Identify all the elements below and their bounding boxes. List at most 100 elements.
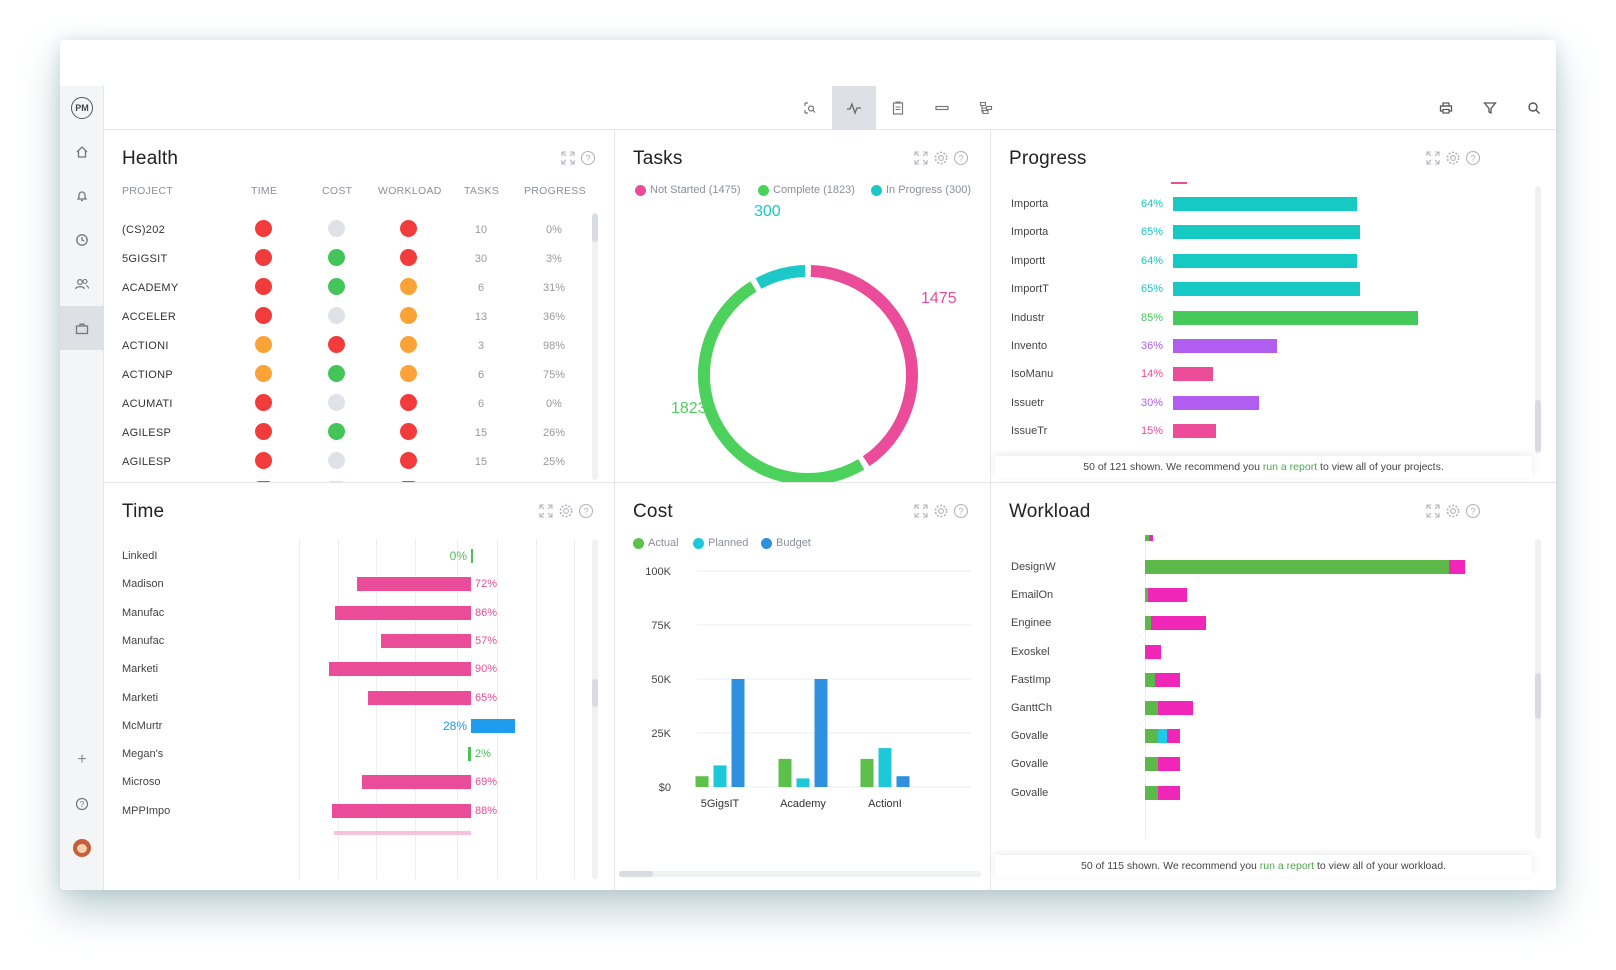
- cost-bar-planned[interactable]: [796, 778, 810, 787]
- cost-status-dot[interactable]: [328, 249, 345, 266]
- workload-bar-green[interactable]: [1145, 729, 1158, 744]
- table-row[interactable]: ACADEMY 6 31%: [104, 278, 584, 302]
- workload-status-dot[interactable]: [400, 220, 417, 237]
- workload-scroll-thumb[interactable]: [1535, 673, 1541, 719]
- gear-icon[interactable]: [1445, 150, 1461, 166]
- progress-row[interactable]: Issuetr 30%: [991, 395, 1531, 411]
- cost-legend-budget[interactable]: Budget: [761, 537, 811, 549]
- workload-bar-pink[interactable]: [1154, 672, 1181, 687]
- workload-status-dot[interactable]: [400, 394, 417, 411]
- cost-status-dot[interactable]: [328, 336, 345, 353]
- workload-bar-green[interactable]: [1145, 588, 1149, 603]
- table-row[interactable]: ACTIONI 3 98%: [104, 336, 584, 360]
- time-status-dot[interactable]: [255, 278, 272, 295]
- expand-icon[interactable]: [1425, 503, 1441, 519]
- cost-h-scrollbar[interactable]: [619, 871, 981, 877]
- logo[interactable]: PM: [60, 86, 104, 130]
- time-scrollbar[interactable]: [592, 539, 598, 879]
- workload-bar-pink[interactable]: [1157, 757, 1181, 772]
- time-row[interactable]: Manufac 57%: [104, 633, 584, 649]
- workload-bar-cyan[interactable]: [1157, 729, 1168, 744]
- progress-row[interactable]: Importt 64%: [991, 253, 1531, 269]
- bell-icon[interactable]: [60, 174, 104, 218]
- workload-bar-green[interactable]: [1145, 785, 1158, 800]
- clock-icon[interactable]: [60, 218, 104, 262]
- gear-icon[interactable]: [558, 503, 574, 519]
- time-status-dot[interactable]: [255, 249, 272, 266]
- expand-icon[interactable]: [913, 150, 929, 166]
- time-row[interactable]: MPPImpo 88%: [104, 803, 584, 819]
- time-status-dot[interactable]: [255, 220, 272, 237]
- table-row[interactable]: AGILESP 15 25%: [104, 452, 584, 476]
- expand-icon[interactable]: [913, 503, 929, 519]
- progress-row[interactable]: IssueTr 15%: [991, 423, 1531, 439]
- cost-status-dot[interactable]: [328, 394, 345, 411]
- cost-status-dot[interactable]: [328, 220, 345, 237]
- workload-bar-green[interactable]: [1145, 560, 1449, 574]
- workload-status-dot[interactable]: [400, 249, 417, 266]
- cost-bar-budget[interactable]: [731, 679, 745, 787]
- user-avatar[interactable]: [60, 826, 104, 870]
- time-scroll-thumb[interactable]: [592, 679, 598, 707]
- time-status-dot[interactable]: [255, 307, 272, 324]
- donut-in-progress[interactable]: [755, 265, 806, 289]
- workload-status-dot[interactable]: [400, 365, 417, 382]
- progress-row[interactable]: Invento 36%: [991, 338, 1531, 354]
- print-icon[interactable]: [1424, 86, 1468, 130]
- gear-icon[interactable]: [1445, 503, 1461, 519]
- time-bar[interactable]: [471, 718, 516, 733]
- expand-icon[interactable]: [538, 503, 554, 519]
- workload-bar-green[interactable]: [1145, 701, 1158, 715]
- workload-bar-pink[interactable]: [1449, 560, 1465, 574]
- time-bar[interactable]: [332, 803, 471, 818]
- cost-bar-actual[interactable]: [778, 758, 792, 787]
- expand-icon[interactable]: [1425, 150, 1441, 166]
- zoom-search-icon[interactable]: [788, 86, 832, 130]
- gear-icon[interactable]: [933, 503, 949, 519]
- help-icon[interactable]: ?: [580, 150, 596, 166]
- progress-row[interactable]: IsoManu 14%: [991, 366, 1531, 382]
- clipboard-icon[interactable]: [876, 86, 920, 130]
- help-icon[interactable]: ?: [1465, 150, 1481, 166]
- workload-row[interactable]: Govalle: [991, 785, 1531, 801]
- workload-status-dot[interactable]: [400, 423, 417, 440]
- progress-bar[interactable]: [1173, 225, 1361, 240]
- workload-row[interactable]: EmailOn: [991, 587, 1531, 603]
- time-row[interactable]: Marketi 65%: [104, 690, 584, 706]
- help-icon[interactable]: ?: [60, 782, 104, 826]
- gear-icon[interactable]: [933, 150, 949, 166]
- workload-bar-green[interactable]: [1145, 616, 1152, 631]
- search-icon[interactable]: [1512, 86, 1556, 130]
- progress-row[interactable]: ImportT 65%: [991, 281, 1531, 297]
- time-bar[interactable]: [468, 747, 471, 762]
- time-status-dot[interactable]: [255, 423, 272, 440]
- time-bar[interactable]: [335, 605, 471, 620]
- progress-bar[interactable]: [1173, 282, 1361, 297]
- help-icon[interactable]: ?: [953, 150, 969, 166]
- cost-status-dot[interactable]: [328, 307, 345, 324]
- time-row[interactable]: Microso 69%: [104, 774, 584, 790]
- cost-status-dot[interactable]: [328, 423, 345, 440]
- donut-not-started[interactable]: [810, 265, 918, 467]
- pulse-icon[interactable]: [832, 86, 876, 130]
- time-status-dot[interactable]: [255, 365, 272, 382]
- progress-bar[interactable]: [1173, 310, 1418, 325]
- tasks-legend-complete[interactable]: Complete (1823): [758, 184, 855, 196]
- workload-row[interactable]: Exoskel: [991, 644, 1531, 660]
- time-row[interactable]: Marketi 90%: [104, 661, 584, 677]
- people-icon[interactable]: [60, 262, 104, 306]
- run-report-link[interactable]: run a report: [1262, 461, 1318, 473]
- tasks-legend-in-progress[interactable]: In Progress (300): [871, 184, 971, 196]
- workload-bar-pink[interactable]: [1151, 616, 1206, 631]
- run-report-link[interactable]: run a report: [1259, 860, 1315, 872]
- tasks-legend-not-started[interactable]: Not Started (1475): [635, 184, 741, 196]
- time-bar[interactable]: [368, 690, 471, 705]
- progress-bar[interactable]: [1173, 424, 1217, 439]
- time-row[interactable]: Manufac 86%: [104, 605, 584, 621]
- workload-bar-pink[interactable]: [1167, 729, 1181, 744]
- cost-status-dot[interactable]: [328, 452, 345, 469]
- progress-row[interactable]: Industr 85%: [991, 310, 1531, 326]
- cost-status-dot[interactable]: [328, 365, 345, 382]
- time-bar[interactable]: [471, 549, 473, 563]
- briefcase-icon[interactable]: [60, 306, 104, 350]
